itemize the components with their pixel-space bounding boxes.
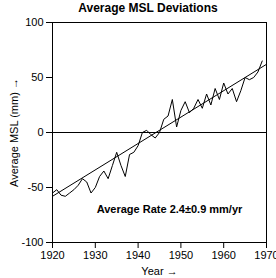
html-text:Average MSL Deviations: Average MSL Deviations [78,1,218,15]
svg-text:-100: -100 [21,236,43,248]
svg-text:Average MSL (mm) →: Average MSL (mm) → [8,78,20,187]
svg-text:1970: 1970 [254,249,276,261]
svg-text:Average Rate 2.4±0.9 mm/yr: Average Rate 2.4±0.9 mm/yr [97,203,243,215]
svg-text:Year →: Year → [141,265,177,277]
svg-text:1940: 1940 [126,249,150,261]
svg-text:-50: -50 [28,181,44,193]
svg-text:50: 50 [31,71,43,83]
svg-text:1950: 1950 [169,249,193,261]
svg-text:0: 0 [37,126,43,138]
svg-text:1960: 1960 [211,249,235,261]
svg-text:1930: 1930 [83,249,107,261]
svg-text:1920: 1920 [40,249,64,261]
svg-text:100: 100 [25,16,43,28]
